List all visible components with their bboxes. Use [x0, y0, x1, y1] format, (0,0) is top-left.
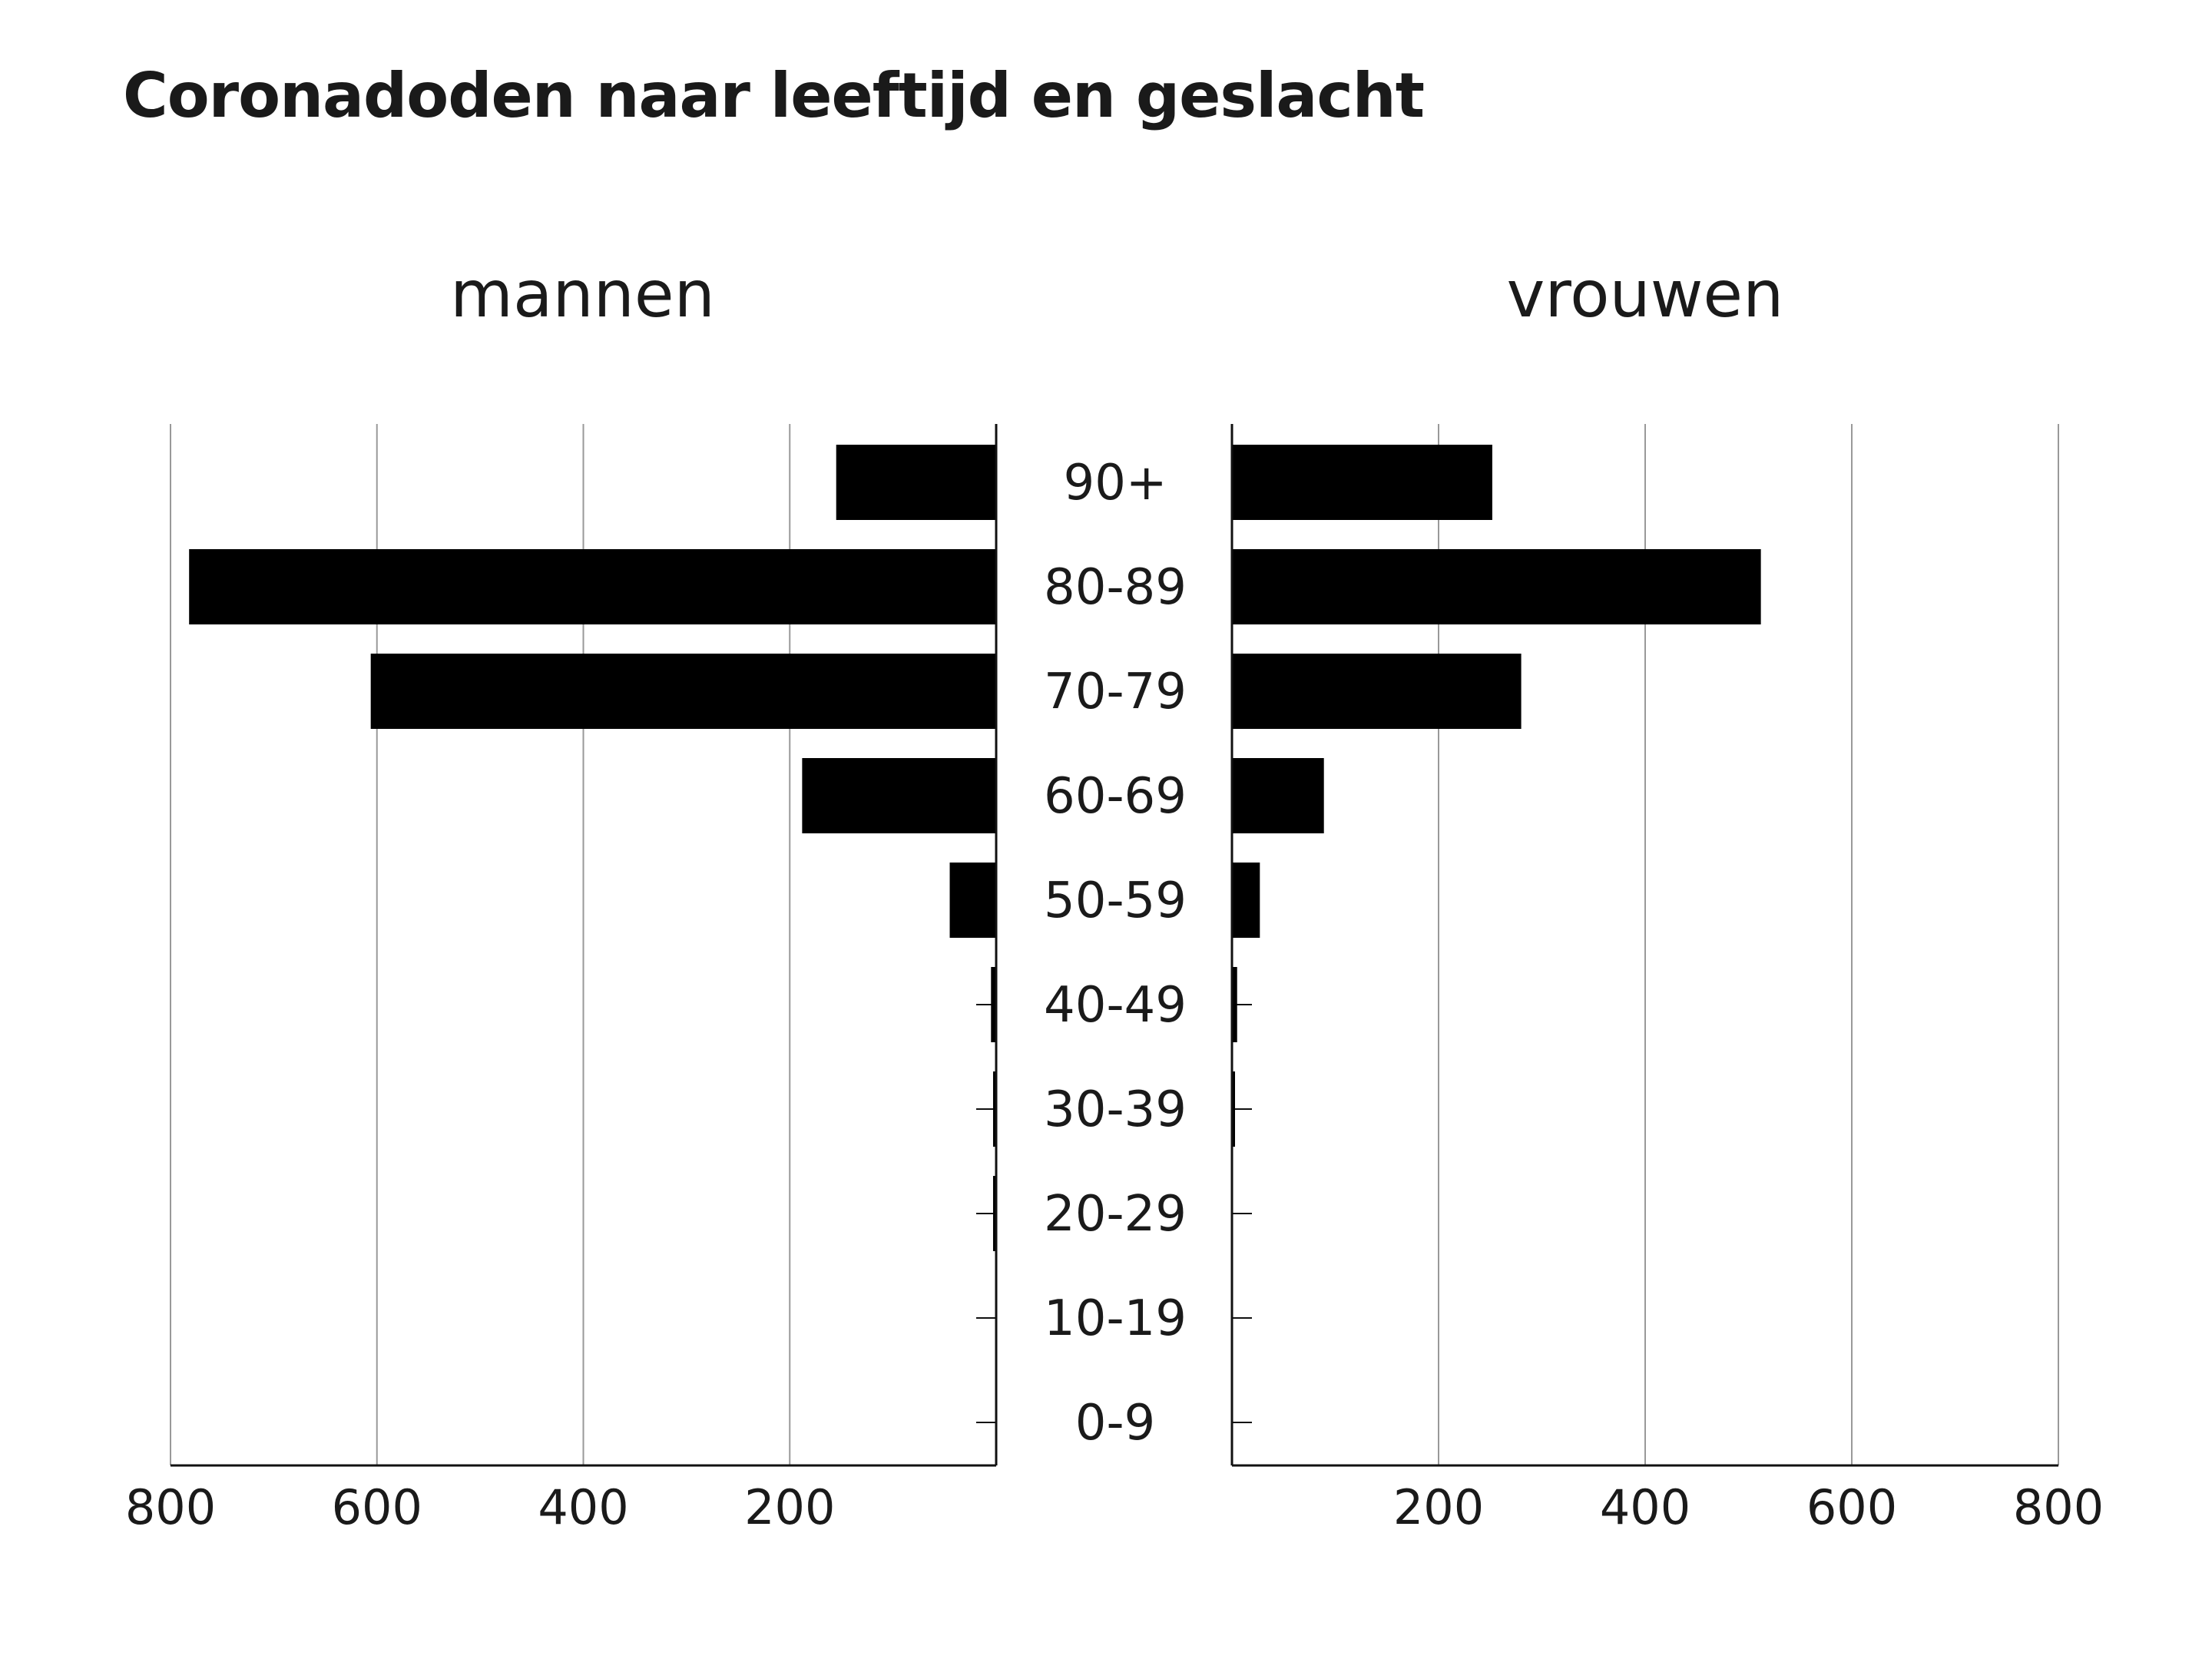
bars [189, 445, 1761, 1251]
series-label-left: mannen [450, 257, 715, 332]
bar-vrouwen-70-79 [1232, 654, 1522, 729]
bar-vrouwen-80-89 [1232, 549, 1761, 624]
xtick-left-600: 600 [332, 1479, 422, 1535]
labels: mannen vrouwen 90+ 80-89 70-79 60-69 50-59 40-4… [125, 257, 2104, 1535]
bar-vrouwen-60-69 [1232, 758, 1324, 833]
bar-mannen-80-89 [189, 549, 996, 624]
xtick-left-400: 400 [538, 1479, 628, 1535]
category-label-60-69: 60-69 [1044, 768, 1187, 825]
bar-mannen-20-29 [992, 1176, 996, 1251]
category-label-80-89: 80-89 [1044, 559, 1187, 616]
xtick-right-200: 200 [1393, 1479, 1484, 1535]
bar-mannen-60-69 [802, 758, 996, 833]
category-label-10-19: 10-19 [1044, 1290, 1187, 1347]
category-label-40-49: 40-49 [1044, 977, 1187, 1034]
xtick-right-800: 800 [2013, 1479, 2104, 1535]
axes [171, 424, 2058, 1467]
bar-mannen-50-59 [949, 863, 996, 938]
xtick-left-800: 800 [125, 1479, 216, 1535]
category-label-90+: 90+ [1063, 455, 1167, 512]
category-label-70-79: 70-79 [1044, 664, 1187, 720]
xtick-left-200: 200 [744, 1479, 835, 1535]
chart-title: Coronadoden naar leeftijd en geslacht [123, 60, 1425, 131]
bar-vrouwen-40-49 [1232, 967, 1237, 1042]
category-label-0-9: 0-9 [1075, 1395, 1156, 1452]
category-label-20-29: 20-29 [1044, 1186, 1187, 1243]
bar-vrouwen-30-39 [1232, 1071, 1235, 1147]
xtick-right-400: 400 [1600, 1479, 1690, 1535]
bar-mannen-30-39 [992, 1071, 996, 1147]
xtick-right-600: 600 [1806, 1479, 1897, 1535]
category-label-30-39: 30-39 [1044, 1081, 1187, 1138]
bar-mannen-40-49 [991, 967, 996, 1042]
bar-vrouwen-90+ [1232, 445, 1492, 520]
bar-vrouwen-50-59 [1232, 863, 1260, 938]
series-label-right: vrouwen [1507, 257, 1784, 332]
bar-mannen-70-79 [370, 654, 996, 729]
category-label-50-59: 50-59 [1044, 873, 1187, 929]
category-ticks [976, 482, 1252, 1423]
bar-mannen-90+ [836, 445, 996, 520]
